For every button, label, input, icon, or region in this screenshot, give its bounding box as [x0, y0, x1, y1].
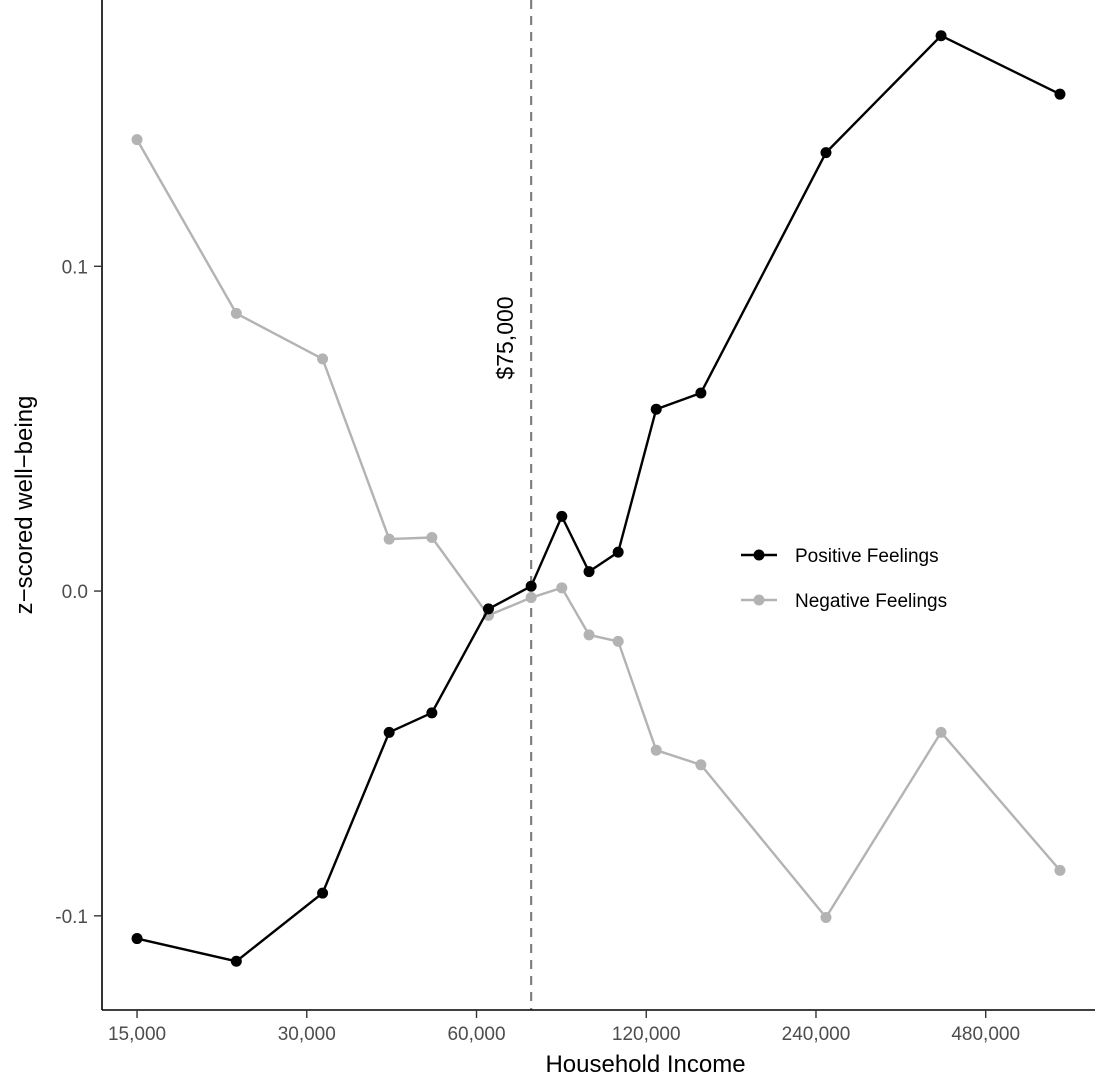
positive-series-line	[136, 34, 1061, 963]
negative-series-line	[135, 139, 1061, 919]
legend: Positive Feelings Negative Feelings	[741, 546, 947, 612]
x-tick-label: 30,000	[278, 1024, 336, 1045]
positive-point	[650, 403, 662, 415]
positive-point	[583, 566, 595, 578]
negative-point	[426, 531, 438, 543]
reference-line-label: $75,000	[492, 296, 518, 379]
y-axis: -0.1 0.0 0.1	[55, 0, 103, 1010]
positive-point	[525, 580, 537, 592]
negative-point	[650, 744, 662, 756]
y-tick-label: -0.1	[55, 907, 88, 928]
x-tick-label: 240,000	[782, 1024, 851, 1045]
negative-point	[612, 635, 624, 647]
negative-point	[820, 911, 832, 923]
positive-point	[556, 510, 568, 522]
series-layer	[131, 30, 1066, 967]
x-tick-label: 60,000	[447, 1024, 505, 1045]
negative-point	[935, 726, 947, 738]
x-tick-label: 120,000	[612, 1024, 681, 1045]
positive-point	[131, 933, 143, 945]
y-axis-title: z−scored well−being	[11, 396, 38, 615]
x-axis: 15,000 30,000 60,000 120,000 240,000 480,000	[102, 1009, 1095, 1045]
positive-point	[612, 546, 624, 558]
negative-point	[695, 759, 707, 771]
x-tick-label: 15,000	[108, 1024, 166, 1045]
negative-point	[317, 353, 329, 365]
x-tick-label: 480,000	[951, 1024, 1020, 1045]
legend-negative-label: Negative Feelings	[795, 591, 947, 612]
negative-point	[583, 629, 595, 641]
y-tick-label: 0.1	[62, 257, 88, 278]
legend-negative-marker	[753, 594, 765, 606]
legend-positive-marker	[753, 549, 765, 561]
y-tick-label: 0.0	[62, 582, 88, 603]
negative-point	[230, 307, 242, 319]
positive-point	[426, 707, 438, 719]
negative-point	[131, 134, 143, 146]
positive-point	[820, 147, 832, 159]
x-axis-title: Household Income	[545, 1051, 745, 1078]
negative-point	[1054, 864, 1066, 876]
positive-point	[230, 955, 242, 967]
positive-point	[482, 603, 494, 615]
negative-point	[525, 592, 537, 604]
positive-point	[1054, 88, 1066, 100]
positive-point	[695, 387, 707, 399]
negative-point	[556, 582, 568, 594]
positive-point	[317, 887, 329, 899]
positive-point	[383, 726, 395, 738]
legend-positive-label: Positive Feelings	[795, 546, 939, 567]
negative-point	[383, 533, 395, 545]
positive-point	[935, 30, 947, 42]
